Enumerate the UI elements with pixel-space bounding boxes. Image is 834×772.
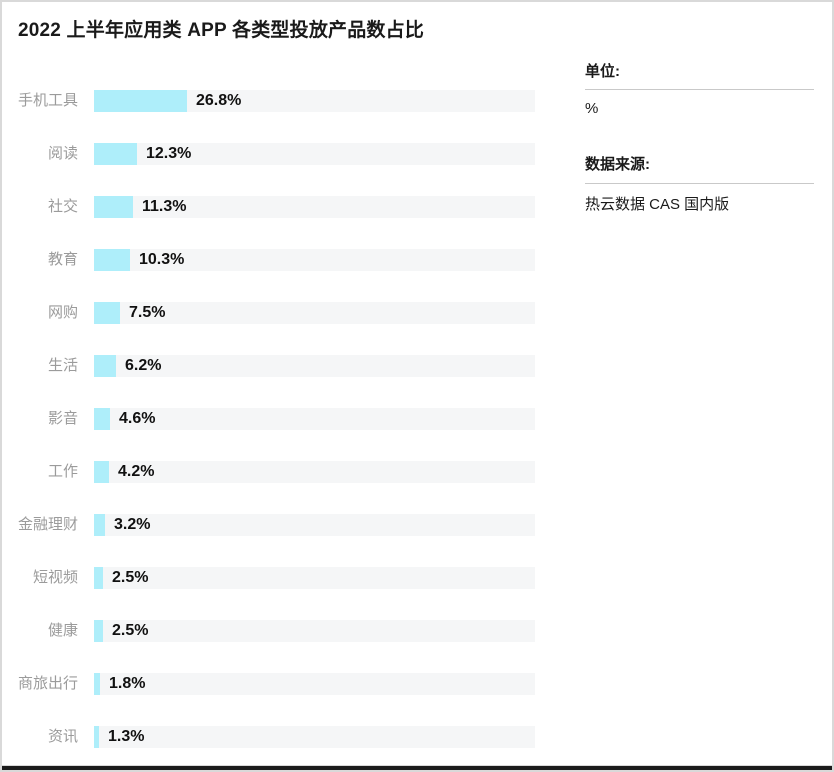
bar-track bbox=[94, 143, 535, 165]
bar-row: 影音 4.6% bbox=[2, 408, 562, 430]
bar-track bbox=[94, 673, 535, 695]
bar-track bbox=[94, 726, 535, 748]
bar-row: 健康 2.5% bbox=[2, 620, 562, 642]
bar-row: 资讯 1.3% bbox=[2, 726, 562, 748]
bar-fill bbox=[94, 302, 120, 324]
bar-fill bbox=[94, 461, 109, 483]
value-label: 1.3% bbox=[108, 728, 145, 745]
bar-track bbox=[94, 514, 535, 536]
bar-chart: 手机工具 26.8% 阅读 12.3% 社交 11.3% 教育 10.3% 网购 7.5% 生活 6.… bbox=[2, 2, 562, 770]
bar-track bbox=[94, 249, 535, 271]
bottom-strip bbox=[2, 765, 832, 770]
value-label: 12.3% bbox=[146, 145, 192, 162]
bar-fill bbox=[94, 620, 103, 642]
category-label: 短视频 bbox=[32, 569, 78, 586]
value-label: 11.3% bbox=[142, 198, 187, 215]
side-panel: 单位: % 数据来源: 热云数据 CAS 国内版 bbox=[585, 60, 814, 260]
category-label: 健康 bbox=[47, 622, 78, 639]
bar-row: 社交 11.3% bbox=[2, 196, 562, 218]
category-label: 阅读 bbox=[47, 145, 78, 162]
value-label: 7.5% bbox=[129, 304, 166, 321]
value-label: 6.2% bbox=[125, 357, 162, 374]
bar-track bbox=[94, 408, 535, 430]
category-label: 社交 bbox=[47, 198, 78, 215]
bar-fill bbox=[94, 673, 100, 695]
category-label: 网购 bbox=[47, 304, 78, 321]
bar-fill bbox=[94, 355, 116, 377]
bar-fill bbox=[94, 514, 105, 536]
bar-track bbox=[94, 196, 535, 218]
category-label: 影音 bbox=[47, 410, 78, 427]
category-label: 手机工具 bbox=[17, 92, 78, 109]
value-label: 1.8% bbox=[109, 675, 146, 692]
category-label: 工作 bbox=[47, 463, 78, 480]
category-label: 教育 bbox=[47, 251, 78, 268]
bar-fill bbox=[94, 143, 137, 165]
bar-track bbox=[94, 620, 535, 642]
bar-fill bbox=[94, 196, 133, 218]
bar-fill bbox=[94, 90, 187, 112]
category-label: 资讯 bbox=[47, 728, 78, 745]
bar-row: 金融理财 3.2% bbox=[2, 514, 562, 536]
bar-track bbox=[94, 90, 535, 112]
bar-fill bbox=[94, 249, 130, 271]
value-label: 10.3% bbox=[139, 251, 185, 268]
value-label: 3.2% bbox=[114, 516, 151, 533]
bar-fill bbox=[94, 408, 110, 430]
unit-divider bbox=[585, 89, 814, 90]
bar-fill bbox=[94, 726, 99, 748]
value-label: 2.5% bbox=[112, 569, 149, 586]
source-divider bbox=[585, 183, 814, 184]
value-label: 4.2% bbox=[118, 463, 155, 480]
bar-row: 生活 6.2% bbox=[2, 355, 562, 377]
bar-row: 商旅出行 1.8% bbox=[2, 673, 562, 695]
source-value: 热云数据 CAS 国内版 bbox=[585, 196, 730, 213]
unit-label: 单位: bbox=[585, 63, 620, 80]
category-label: 金融理财 bbox=[17, 516, 78, 533]
unit-value: % bbox=[585, 100, 599, 117]
category-label: 生活 bbox=[47, 357, 78, 374]
bar-row: 阅读 12.3% bbox=[2, 143, 562, 165]
value-label: 2.5% bbox=[112, 622, 149, 639]
bar-row: 工作 4.2% bbox=[2, 461, 562, 483]
bar-track bbox=[94, 461, 535, 483]
bar-track bbox=[94, 302, 535, 324]
bar-track bbox=[94, 567, 535, 589]
chart-title: 2022 上半年应用类 APP 各类型投放产品数占比 bbox=[18, 20, 425, 41]
bar-row: 教育 10.3% bbox=[2, 249, 562, 271]
bar-row: 手机工具 26.8% bbox=[2, 90, 562, 112]
source-label: 数据来源: bbox=[585, 156, 650, 173]
bar-fill bbox=[94, 567, 103, 589]
category-label: 商旅出行 bbox=[17, 675, 78, 692]
bar-row: 网购 7.5% bbox=[2, 302, 562, 324]
value-label: 26.8% bbox=[196, 92, 242, 109]
value-label: 4.6% bbox=[119, 410, 156, 427]
bar-row: 短视频 2.5% bbox=[2, 567, 562, 589]
bar-track bbox=[94, 355, 535, 377]
